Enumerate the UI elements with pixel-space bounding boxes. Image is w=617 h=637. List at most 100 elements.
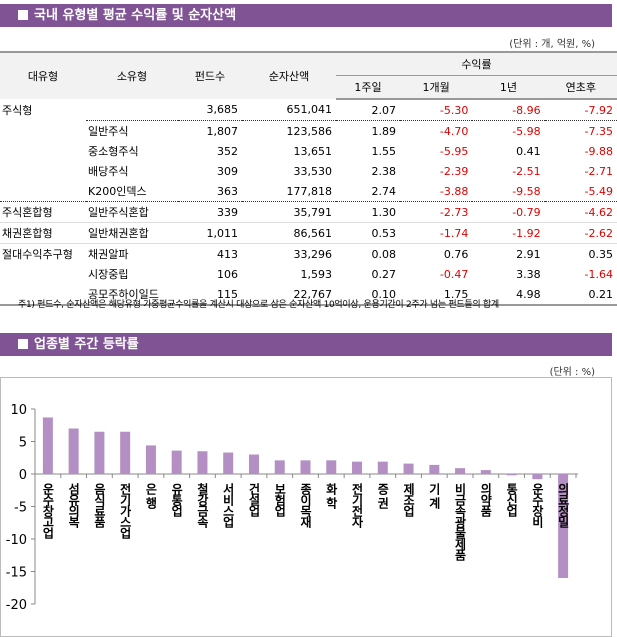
unit-label: (단위 : %) [549,367,595,378]
cell-major-type: 주식형 [2,103,33,117]
cell-1year: -0.79 [472,201,545,223]
table-row: 주식형 3,685 651,041 2.07 -5.30 -8.96 -7.92 [0,99,617,121]
table-row: 배당주식 309 33,530 2.38 -2.39 -2.51 -2.71 [0,161,617,181]
cell-major-type: 채권혼합형 [0,222,86,244]
cell-1year: -8.96 [472,99,545,121]
cell-1week: 2.38 [371,164,397,178]
bar [480,470,491,474]
cell-net-assets: 123,586 [286,124,333,138]
cell-ytd: -1.64 [584,267,613,281]
cell-1week: 2.07 [336,99,400,121]
cell-1year: 2.91 [516,247,541,261]
cell-1week: 0.10 [336,284,400,306]
x-category-label: 보험업 [273,483,287,518]
cell-1week: 0.27 [371,267,397,281]
cell-1month: -1.74 [400,222,473,244]
cell-minor-type: 일반주식 [88,125,129,138]
cell-1month: 1.75 [400,284,473,306]
bar [94,431,105,474]
cell-net-assets: 22,767 [242,284,336,306]
bar [506,474,517,476]
bar [532,474,543,480]
cell-1month: -0.47 [439,267,469,281]
x-category-label: 통신업 [505,482,519,518]
y-tick-label: 10 [10,403,27,418]
x-category-label: 철강금속 [195,482,209,529]
cell-ytd: -2.62 [544,222,617,244]
cell-1week: 1.30 [336,201,400,223]
cell-ytd: -5.49 [544,181,617,202]
cell-1year: -1.92 [472,222,545,244]
y-tick-label: 5 [19,436,27,451]
x-category-label: 전기전자 [350,482,364,529]
x-category-label: 기 계 [427,482,441,510]
header-net-assets: 순자산액 [242,51,336,99]
bar [403,463,414,474]
footnote: 주1) 펀드수, 순자산액은 해당유형 가중평균수익률을 계산시 대상으로 삼은… [18,300,499,310]
cell-fund-count: 3,685 [178,99,242,121]
header-1year: 1년 [472,75,545,100]
bar [455,468,466,474]
cell-major-type [0,284,86,306]
bar [145,445,156,474]
x-category-label: 서비스업 [221,482,235,529]
cell-fund-count: 106 [217,267,238,281]
cell-ytd: -4.62 [544,201,617,223]
cell-ytd: -7.92 [544,99,617,121]
cell-net-assets: 35,791 [242,201,336,223]
table-row: 주식혼합형 일반주식혼합 339 35,791 1.30 -2.73 -0.79 -4.62 [0,201,617,223]
bar [558,474,569,578]
table-row: 시장중립 106 1,593 0.27 -0.47 3.38 -1.64 [0,264,617,284]
cell-minor-type: 시장중립 [88,268,129,281]
cell-minor-type: 일반주식혼합 [86,201,178,223]
cell-minor-type [86,99,178,121]
cell-minor-type: 공모주하이일드 [86,284,178,306]
header-returns: 수익률 [336,51,617,76]
bar [171,450,182,474]
cell-net-assets: 33,530 [293,164,333,178]
bar [274,460,285,474]
y-tick-label: -5 [14,501,27,516]
cell-fund-count: 339 [178,201,242,223]
cell-fund-count: 115 [178,284,242,306]
header-1month: 1개월 [400,75,473,100]
cell-1week: 1.89 [371,124,397,138]
cell-1year: -5.98 [512,124,541,138]
cell-fund-count: 352 [217,144,238,158]
cell-1week: 1.55 [371,144,397,158]
cell-1year: 4.98 [472,284,545,306]
bar [42,417,53,474]
x-category-label: 은 행 [144,483,158,510]
x-category-label: 건설업 [247,482,261,518]
bar [197,451,208,474]
section-title: 국내 유형별 평균 수익률 및 순자산액 [34,8,237,23]
cell-major-type: 주식혼합형 [0,201,86,223]
header-ytd: 연초후 [544,75,617,100]
cell-fund-count: 1,011 [178,222,242,244]
bar [300,460,311,474]
cell-1year: -9.58 [472,181,545,202]
cell-net-assets: 33,296 [293,247,333,261]
x-category-label: 증 권 [376,483,390,510]
cell-minor-type: 배당주식 [88,165,129,178]
x-category-label: 유통업 [170,483,184,518]
y-tick-label: 0 [19,468,27,483]
cell-fund-count: 413 [217,247,238,261]
cell-fund-count: 1,807 [206,124,239,138]
x-category-label: 의료정밀 [556,482,570,529]
cell-ytd: -2.71 [584,164,613,178]
cell-net-assets: 177,818 [242,181,336,202]
bar [377,461,388,474]
x-category-label: 종이목재 [299,483,313,529]
bar [352,461,363,474]
cell-1month: -5.95 [439,144,469,158]
cell-net-assets: 651,041 [242,99,336,121]
cell-major-type [0,181,86,202]
cell-net-assets: 1,593 [300,267,333,281]
x-category-label: 화 학 [324,482,338,510]
cell-1month: -2.73 [400,201,473,223]
section-title-bar-sectors: 업종별 주간 등락률 [0,333,612,356]
cell-1year: 3.38 [516,267,541,281]
cell-1month: -4.70 [439,124,469,138]
